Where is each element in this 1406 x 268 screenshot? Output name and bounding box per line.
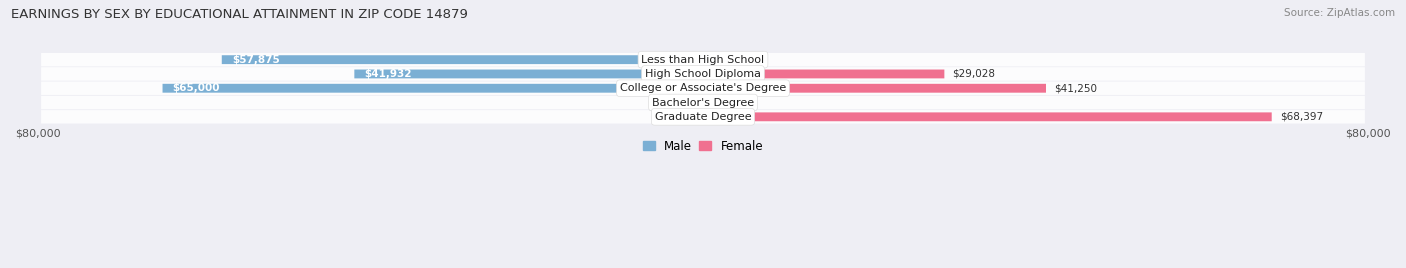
Text: Graduate Degree: Graduate Degree <box>655 112 751 122</box>
Text: $41,250: $41,250 <box>1054 83 1097 93</box>
FancyBboxPatch shape <box>41 67 1365 81</box>
Text: $0: $0 <box>651 112 665 122</box>
FancyBboxPatch shape <box>41 81 1365 95</box>
Text: $68,397: $68,397 <box>1279 112 1323 122</box>
FancyBboxPatch shape <box>703 69 945 78</box>
Text: Bachelor's Degree: Bachelor's Degree <box>652 98 754 107</box>
Text: $41,932: $41,932 <box>364 69 412 79</box>
Text: $57,875: $57,875 <box>232 55 280 65</box>
FancyBboxPatch shape <box>41 53 1365 66</box>
Text: EARNINGS BY SEX BY EDUCATIONAL ATTAINMENT IN ZIP CODE 14879: EARNINGS BY SEX BY EDUCATIONAL ATTAINMEN… <box>11 8 468 21</box>
Text: $29,028: $29,028 <box>952 69 995 79</box>
FancyBboxPatch shape <box>41 96 1365 109</box>
FancyBboxPatch shape <box>669 98 703 107</box>
FancyBboxPatch shape <box>669 112 703 121</box>
Text: Source: ZipAtlas.com: Source: ZipAtlas.com <box>1284 8 1395 18</box>
FancyBboxPatch shape <box>703 84 1046 93</box>
FancyBboxPatch shape <box>703 112 1271 121</box>
Text: $0: $0 <box>741 98 755 107</box>
Text: $0: $0 <box>741 55 755 65</box>
FancyBboxPatch shape <box>703 98 737 107</box>
Text: College or Associate's Degree: College or Associate's Degree <box>620 83 786 93</box>
Text: $65,000: $65,000 <box>173 83 219 93</box>
Text: Less than High School: Less than High School <box>641 55 765 65</box>
Text: $0: $0 <box>651 98 665 107</box>
Legend: Male, Female: Male, Female <box>638 135 768 157</box>
FancyBboxPatch shape <box>354 69 703 78</box>
Text: High School Diploma: High School Diploma <box>645 69 761 79</box>
FancyBboxPatch shape <box>703 55 737 64</box>
FancyBboxPatch shape <box>163 84 703 93</box>
FancyBboxPatch shape <box>41 110 1365 124</box>
FancyBboxPatch shape <box>222 55 703 64</box>
